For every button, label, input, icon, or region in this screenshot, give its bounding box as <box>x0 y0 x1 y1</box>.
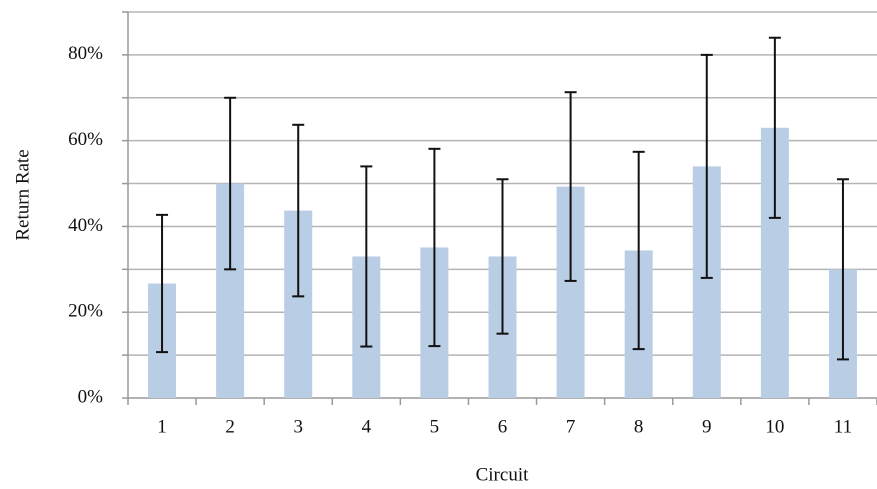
x-tick-label: 2 <box>225 416 235 437</box>
x-axis-label: Circuit <box>476 464 529 485</box>
y-tick-label: 0% <box>78 386 104 407</box>
x-tick-label: 11 <box>834 416 852 437</box>
x-tick-label: 6 <box>498 416 508 437</box>
x-tick-label: 8 <box>634 416 644 437</box>
x-tick-label: 10 <box>765 416 784 437</box>
y-tick-label: 60% <box>68 129 103 150</box>
y-tick-label: 20% <box>68 301 103 322</box>
x-tick-label: 7 <box>566 416 576 437</box>
x-tick-label: 1 <box>157 416 167 437</box>
y-tick-label: 80% <box>68 43 103 64</box>
y-tick-label: 40% <box>68 215 103 236</box>
x-tick-label: 3 <box>293 416 303 437</box>
x-tick-label: 4 <box>362 416 372 437</box>
x-tick-label: 5 <box>430 416 440 437</box>
x-tick-label: 9 <box>702 416 712 437</box>
y-axis-label: Return Rate <box>12 149 33 240</box>
